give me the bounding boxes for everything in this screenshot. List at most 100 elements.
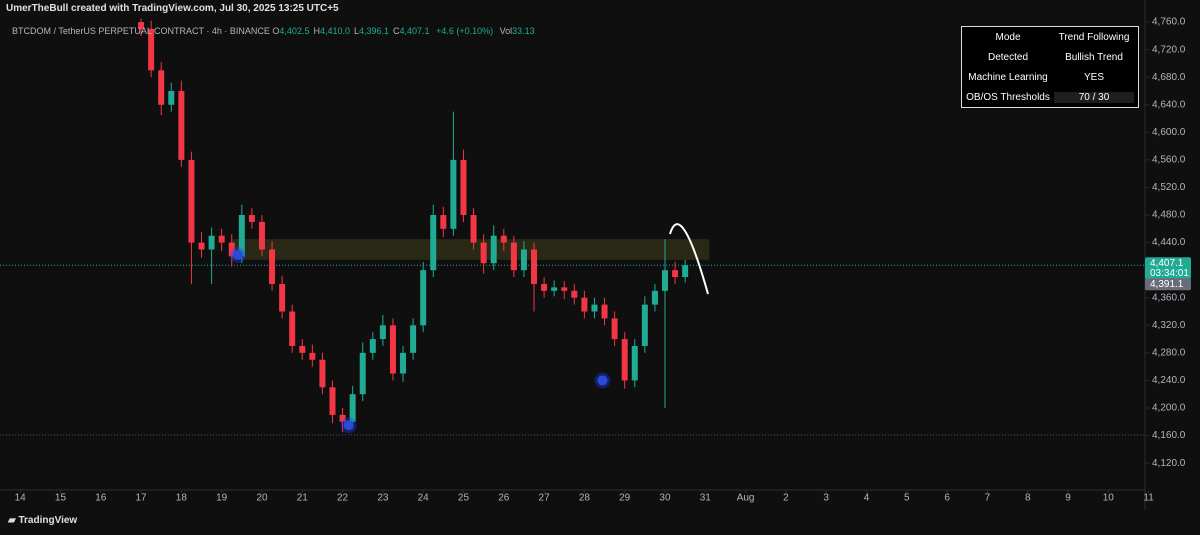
candle-body — [621, 339, 628, 381]
candle-body — [682, 265, 689, 278]
table-row: Machine Learning YES — [962, 67, 1138, 87]
candle-body — [198, 242, 205, 250]
x-tick-label: 26 — [498, 493, 510, 504]
last-price-label: 4,407.1 — [1150, 258, 1184, 269]
info-table: Mode Trend Following Detected Bullish Trend… — [961, 26, 1139, 108]
table-key: Machine Learning — [968, 71, 1048, 83]
candle-body — [450, 159, 457, 229]
candle-body — [218, 235, 225, 243]
x-tick-label: 6 — [944, 493, 950, 504]
volume: 33.13 — [512, 26, 535, 36]
ohlc-value: 4,407.1 — [399, 26, 430, 36]
y-tick-label: 4,360.0 — [1152, 292, 1186, 303]
candle-body — [500, 235, 507, 243]
x-tick-label: 20 — [256, 493, 268, 504]
y-tick-label: 4,280.0 — [1152, 347, 1186, 358]
x-tick-label: 17 — [135, 493, 147, 504]
y-tick-label: 4,600.0 — [1152, 127, 1186, 138]
candle-body — [238, 215, 245, 257]
x-tick-label: 24 — [418, 493, 430, 504]
x-tick-label: 25 — [458, 493, 470, 504]
candle-body — [480, 242, 487, 264]
ohlc-key: L — [353, 26, 359, 36]
x-tick-label: 8 — [1025, 493, 1031, 504]
candle-body — [168, 90, 175, 105]
y-tick-label: 4,200.0 — [1152, 403, 1186, 414]
candle-body — [601, 304, 608, 319]
candle-body — [400, 352, 407, 374]
footer-logo: ▰ TradingView — [8, 515, 78, 526]
x-tick-label: 19 — [216, 493, 228, 504]
change: +4.6 (+0.10%) — [436, 26, 494, 36]
candle-body — [269, 249, 276, 284]
x-tick-label: 2 — [783, 493, 789, 504]
candle-body — [641, 304, 648, 346]
y-tick-label: 4,160.0 — [1152, 430, 1186, 441]
table-row: Detected Bullish Trend — [962, 47, 1138, 67]
ohlc-value: 4,402.5 — [279, 26, 310, 36]
candle-body — [551, 287, 558, 291]
y-tick-label: 4,120.0 — [1152, 458, 1186, 469]
x-tick-label: 10 — [1103, 493, 1115, 504]
x-tick-label: 11 — [1143, 493, 1154, 504]
ohlc-key: O — [272, 26, 280, 36]
last-price-box — [1145, 257, 1191, 280]
candle-body — [228, 242, 235, 257]
x-tick-label: Aug — [737, 493, 755, 504]
ohlc-key: C — [393, 26, 400, 36]
ohlc-value: 4,396.1 — [359, 26, 390, 36]
x-tick-label: 14 — [15, 493, 27, 504]
x-tick-label: 5 — [904, 493, 910, 504]
candle-body — [460, 159, 467, 216]
candle-body — [279, 283, 286, 312]
candle-body — [309, 352, 316, 360]
footer-bar — [0, 510, 1200, 535]
candle-body — [319, 359, 326, 388]
signal — [343, 420, 354, 431]
ohlc-value: 4,410.0 — [319, 26, 350, 36]
x-tick-label: 31 — [700, 493, 712, 504]
table-value: 70 / 30 — [1054, 91, 1134, 103]
table-key: Mode — [995, 31, 1021, 43]
candle-body — [339, 414, 346, 422]
x-tick-label: 30 — [659, 493, 671, 504]
table-value: Bullish Trend — [1065, 51, 1123, 63]
candle-body — [561, 287, 568, 291]
candle-body — [661, 270, 668, 291]
x-tick-label: 28 — [579, 493, 591, 504]
table-key: Detected — [987, 51, 1029, 63]
x-tick-label: 4 — [864, 493, 870, 504]
x-tick-label: 22 — [337, 493, 349, 504]
candle-body — [349, 394, 356, 422]
candle-body — [440, 215, 447, 229]
drawn-arc — [669, 223, 709, 295]
candle-body — [510, 242, 517, 271]
candle-body — [158, 70, 165, 105]
signal — [597, 375, 608, 386]
candle-body — [470, 215, 477, 243]
y-tick-label: 4,640.0 — [1152, 99, 1186, 110]
header: UmerTheBull created with TradingView.com… — [6, 3, 339, 14]
table-key: OB/OS Thresholds — [966, 91, 1050, 103]
candle-body — [188, 159, 195, 243]
plot — [0, 18, 1145, 436]
candle-body — [379, 325, 386, 340]
y-tick-label: 4,240.0 — [1152, 375, 1186, 386]
candle-body — [571, 290, 578, 298]
legend: BTCDOM / TetherUS PERPETUAL CONTRACT · 4… — [12, 26, 539, 36]
x-tick-label: 3 — [823, 493, 829, 504]
countdown: 03:34:01 — [1150, 268, 1189, 279]
candle-body — [651, 290, 658, 305]
y-tick-label: 4,560.0 — [1152, 155, 1186, 166]
x-tick-label: 21 — [297, 493, 309, 504]
candle-body — [490, 235, 497, 264]
y-tick-label: 4,480.0 — [1152, 210, 1186, 221]
signal — [232, 249, 243, 260]
x-tick-label: 23 — [377, 493, 389, 504]
y-tick-label: 4,520.0 — [1152, 182, 1186, 193]
candle-body — [208, 235, 215, 250]
candle-body — [369, 339, 376, 353]
y-tick-label: 4,680.0 — [1152, 72, 1186, 83]
candle-body — [420, 270, 427, 326]
